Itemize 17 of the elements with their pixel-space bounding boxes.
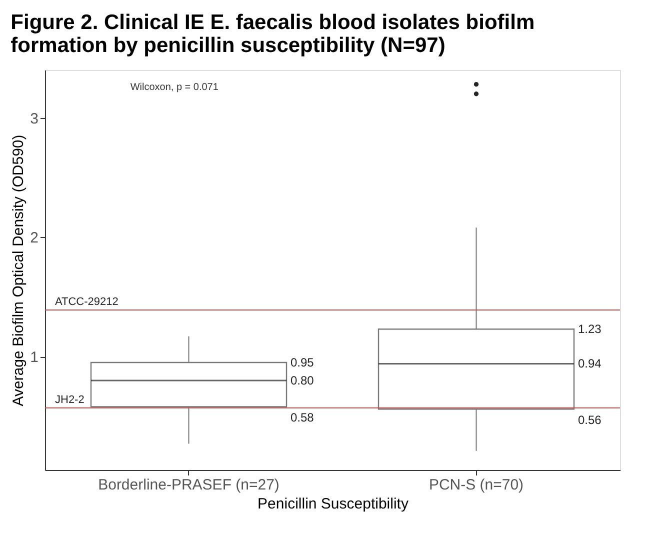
y-tick-label: 1 <box>30 349 38 366</box>
annotation: 0.58 <box>290 410 314 425</box>
annotation: Wilcoxon, p = 0.071 <box>130 82 219 93</box>
annotation: 1.23 <box>578 322 602 336</box>
x-axis-title: Penicillin Susceptibility <box>258 496 409 512</box>
y-axis-title: Average Biofilm Optical Density (OD590) <box>10 134 28 406</box>
ref-line-label: ATCC-29212 <box>55 296 118 308</box>
x-tick-label: Borderline-PRASEF (n=27) <box>98 476 280 494</box>
chart-title: Figure 2. Clinical IE E. faecalis blood isolates biofilm formation by penicillin susceptibility (N=97) <box>10 11 535 57</box>
annotation: 0.94 <box>578 356 602 371</box>
y-tick-label: 2 <box>30 230 38 247</box>
y-tick-label: 3 <box>30 110 38 128</box>
x-tick-label: PCN-S (n=70) <box>428 476 524 494</box>
ref-line-label: JH2-2 <box>55 394 84 406</box>
annotation: 0.56 <box>578 413 602 428</box>
annotation: 0.95 <box>290 356 314 370</box>
annotation: 0.80 <box>290 373 314 388</box>
